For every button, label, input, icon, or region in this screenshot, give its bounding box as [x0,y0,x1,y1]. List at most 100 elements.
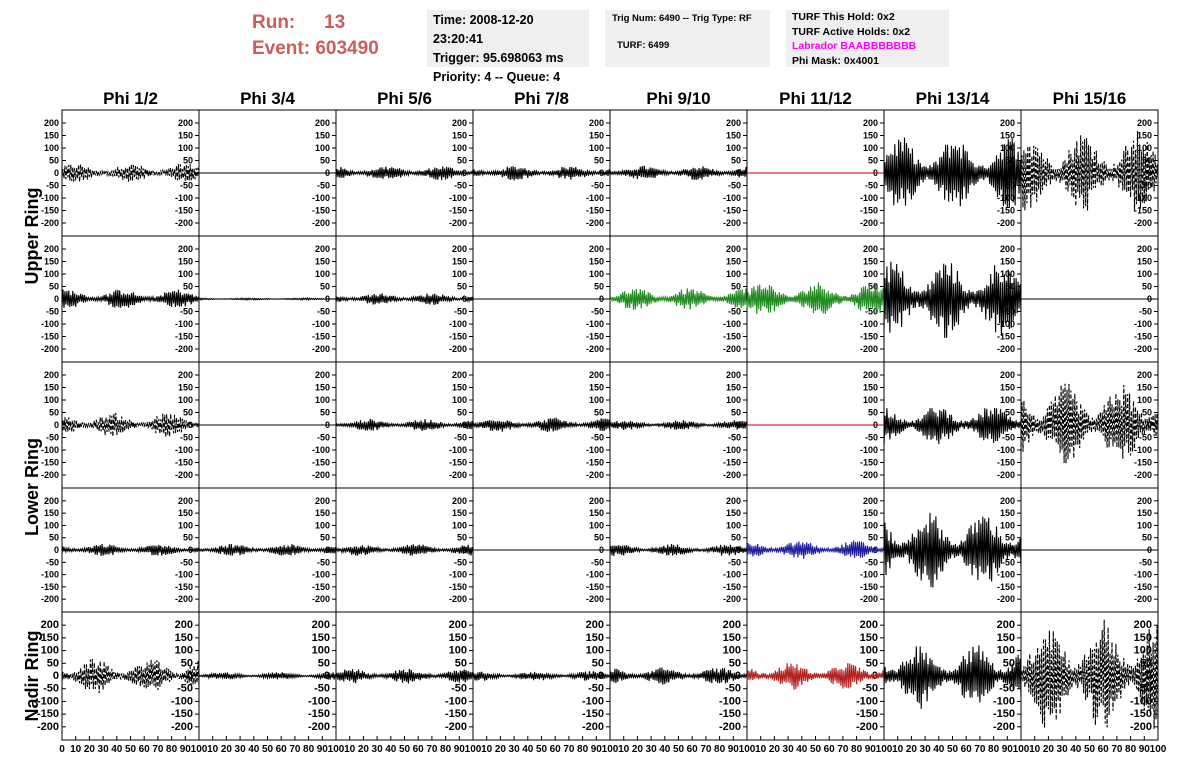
cell-r2-c8-ytick-label: 200 [1137,244,1152,254]
cell-r1-c7-ytick-label: -200 [997,218,1015,228]
cell-r5-c8-ytick-label: -150 [1130,708,1152,720]
cell-r3-c7-waveform [883,407,1022,445]
cell-r2-c3-ytick-label: 50 [457,282,467,292]
x-tick-label-c5: 40 [659,744,671,755]
cell-r5-c7-waveform [883,645,1022,709]
cell-r3-c1-ytick-left-label: 100 [44,395,59,405]
cell-r5-c4-ytick-label: 200 [586,619,604,631]
x-tick-label-c6: 50 [810,744,822,755]
priority-text: Priority: 4 -- Queue: 4 [433,70,561,84]
cell-r2-c4-ytick-label: -50 [591,307,604,317]
cell-r5-c3-ytick-label: 100 [449,645,467,657]
cell-r1-c8-ytick-label: 150 [1137,131,1152,141]
x-tick-label-c8: 40 [1070,744,1082,755]
cell-r3-c4-ytick-label: 100 [589,395,604,405]
cell-r2-c3-ytick-label: -200 [449,344,467,354]
x-tick-label-c3: 90 [454,744,466,755]
cell-r5-c6-ytick-label: 200 [860,619,878,631]
cell-r4-c1-ytick-label: -100 [175,570,193,580]
cell-r1-c2-ytick-label: 100 [315,143,330,153]
cell-r1-c6-ytick-label: -150 [860,206,878,216]
turf-panel: TURF This Hold: 0x2 TURF Active Holds: 0… [786,10,949,67]
cell-r4-c2-ytick-label: 200 [315,496,330,506]
cell-r1-c6-ytick-label: 150 [863,131,878,141]
cell-r4-c6-ytick-label: 50 [868,533,878,543]
cell-r4-c5-ytick-label: -100 [723,570,741,580]
cell-r5-c5-ytick-label: -150 [719,708,741,720]
cell-r1-c1-ytick-left-label: -50 [46,181,59,191]
cell-r3-c2-ytick-label: -200 [312,470,330,480]
cell-r4-c8-ytick-label: -50 [1139,557,1152,567]
cell-r2-c7-ytick-label: -100 [997,319,1015,329]
cell-r2-c4-ytick-label: 150 [589,257,604,267]
cell-r4-c7-ytick-label: 50 [1005,533,1015,543]
cell-r4-c7-ytick-label: -100 [997,570,1015,580]
x-tick-label-c7: 80 [988,744,1000,755]
cell-r5-c6-ytick-label: 100 [860,645,878,657]
cell-r5-c6-ytick-label: -100 [856,695,878,707]
x-tick-label-c2: 80 [303,744,315,755]
cell-r4-c6-ytick-label: 200 [863,496,878,506]
cell-r3-c1-ytick-label: 100 [178,395,193,405]
x-tick-label-c5: 20 [632,744,644,755]
column-header-7: Phi 13/14 [916,89,990,108]
cell-r4-c6-ytick-label: 150 [863,508,878,518]
cell-r2-c4-ytick-label: 200 [589,244,604,254]
cell-r4-c4-ytick-label: 50 [594,533,604,543]
cell-r1-c8-ytick-label: 100 [1137,143,1152,153]
cell-r4-c6-ytick-label: -50 [865,557,878,567]
run-line: Run: 13 [252,10,379,36]
cell-r5-c1-ytick-left-label: 0 [53,670,59,682]
cell-r2-c5-waveform [609,288,748,310]
row-label-3: Nadir Ring [22,630,42,721]
cell-r1-c2-ytick-label: -150 [312,206,330,216]
cell-r2-c6-ytick-label: -200 [860,344,878,354]
cell-r2-c8-ytick-label: -100 [1134,319,1152,329]
cell-r5-c6-ytick-label: 50 [866,657,878,669]
cell-r5-c5-ytick-label: -100 [719,695,741,707]
turf-hold-text: TURF This Hold: 0x2 [792,11,895,23]
column-header-4: Phi 7/8 [514,89,569,108]
cell-r5-c4-ytick-label: -200 [582,721,604,733]
cell-r4-c1-ytick-left-label: -200 [41,594,59,604]
cell-r3-c1-ytick-left-label: 150 [44,383,59,393]
cell-r2-c1-ytick-left-label: 0 [54,294,59,304]
column-header-3: Phi 5/6 [377,89,432,108]
cell-r1-c1-ytick-label: 200 [178,118,193,128]
cell-r2-c4-ytick-label: -100 [586,319,604,329]
cell-r4-c1-ytick-label: 200 [178,496,193,506]
cell-r1-c5-ytick-label: -200 [723,218,741,228]
cell-r3-c4-ytick-label: 50 [594,408,604,418]
cell-r1-c3-ytick-label: -150 [449,206,467,216]
cell-r5-c1-ytick-label: -50 [177,683,193,695]
cell-r4-c1-ytick-left-label: 0 [54,545,59,555]
cell-r5-c5-ytick-label: -50 [725,683,741,695]
cell-r2-c3-ytick-label: -100 [449,319,467,329]
cell-r5-c7-ytick-label: -200 [993,721,1015,733]
cell-r5-c2-ytick-label: -150 [308,708,330,720]
cell-r3-c2-ytick-label: -50 [317,433,330,443]
cell-r4-c7-ytick-label: 150 [1000,508,1015,518]
cell-r1-c7-ytick-label: 200 [1000,118,1015,128]
x-tick-label-c2: 90 [317,744,329,755]
cell-r4-c5-waveform [609,544,748,556]
cell-r5-c8-ytick-label: 0 [1146,670,1152,682]
cell-r1-c7-waveform [883,137,1022,209]
cell-r2-c7-ytick-label: 100 [1000,269,1015,279]
cell-r3-c8-waveform [1020,383,1159,464]
cell-r5-c3-ytick-label: 150 [449,632,467,644]
cell-r2-c6-ytick-label: 150 [863,257,878,267]
cell-r5-c1-ytick-label: -200 [171,721,193,733]
cell-r3-c3-ytick-label: 150 [452,383,467,393]
cell-r3-c6-ytick-label: -150 [860,458,878,468]
x-tick-label-c3: 40 [385,744,397,755]
cell-r1-c3-ytick-label: 150 [452,131,467,141]
cell-r3-c2-ytick-label: 200 [315,370,330,380]
cell-r1-c6-ytick-label: 100 [863,143,878,153]
x-tick-label-c3: 60 [413,744,425,755]
cell-r5-c2-ytick-label: -50 [314,683,330,695]
cell-r2-c3-ytick-label: 200 [452,244,467,254]
cell-r2-c2-ytick-label: 150 [315,257,330,267]
cell-r3-c5-ytick-label: 150 [726,383,741,393]
cell-r1-c1-ytick-label: 50 [183,156,193,166]
